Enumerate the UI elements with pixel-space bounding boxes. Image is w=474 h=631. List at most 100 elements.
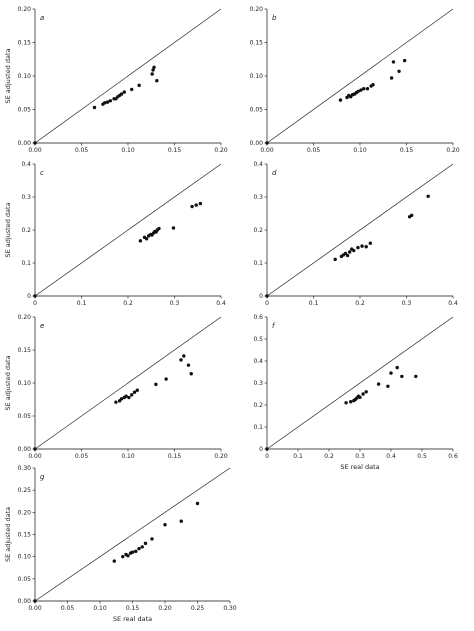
identity-line [266,163,454,297]
x-axis-title: SE real data [113,615,152,623]
x-tick-label: 0.00 [260,147,274,154]
data-point [365,87,370,91]
y-tick-label: 0.05 [18,413,32,420]
panel-b: 0.00 0.05 0.10 0.15 0.20 0.00 0.05 0.10 0.15 0.20… [250,6,460,154]
data-point [151,68,155,72]
x-tick-label: 0.1 [77,300,87,307]
x-tick-label: 0.05 [75,147,89,154]
identity-line [266,316,454,450]
x-tick-label: 0.2 [123,300,133,307]
y-tick-label: 0.30 [18,465,32,472]
x-tick-label: 0.20 [446,147,460,154]
y-tick-label: 0.15 [18,532,32,539]
y-tick-label: 0.1 [253,424,263,431]
data-point [150,537,154,541]
data-point [186,363,191,367]
y-tick-label: 0.3 [21,194,31,201]
data-point [361,392,365,396]
y-tick-label: 0.25 [18,487,32,494]
x-tick-label: 0.5 [417,453,427,460]
y-tick-label: 0.4 [253,358,263,365]
data-point [126,554,130,558]
data-point [376,382,381,386]
data-point [195,501,200,506]
data-point [386,384,390,388]
data-point [364,390,368,394]
data-point [105,100,110,104]
data-point [265,294,269,298]
x-tick-label: 0.05 [61,605,75,612]
x-tick-label: 0.00 [28,453,42,460]
data-point [360,244,364,248]
panel-d: 0 0.1 0.2 0.3 0.4 0 0.1 0.2 0.3 0.4 d [253,161,457,307]
x-tick-label: 0.00 [28,605,42,612]
y-tick-label: 0.00 [18,446,32,453]
data-point [368,241,373,245]
x-tick-label: 0.20 [158,605,172,612]
y-tick-label: 0.2 [21,227,31,234]
data-point [154,382,158,387]
data-point [132,390,137,394]
x-tick-label: 0.6 [448,453,458,460]
data-point [157,226,161,231]
x-tick-label: 0.1 [309,300,319,307]
y-tick-label: 0.20 [18,509,32,516]
data-point [344,401,348,405]
panel-letter: a [40,14,44,22]
data-point [345,253,350,258]
identity-line [266,8,454,144]
data-point [391,60,396,64]
data-point [119,397,124,401]
panel-letter: c [40,169,44,177]
data-point [343,251,348,256]
y-axis-title: SE adjusted data [4,355,12,410]
y-tick-label: 0.1 [253,260,263,267]
y-axis-title: SE adjusted data [4,202,12,257]
x-tick-label: 0.20 [214,453,228,460]
y-tick-label: 0.00 [250,140,264,147]
y-tick-label: 0.4 [21,161,31,168]
y-tick-label: 0.15 [18,347,32,354]
x-tick-label: 0.15 [400,147,414,154]
data-point [143,541,148,546]
data-point [190,204,194,209]
data-point [155,78,159,83]
data-point [121,554,125,559]
x-tick-label: 0.05 [75,453,89,460]
data-point [112,559,117,563]
y-tick-label: 0.5 [253,336,263,343]
x-tick-label: 0.10 [121,147,135,154]
y-tick-label: 0.10 [18,73,32,80]
x-tick-label: 0.3 [355,453,365,460]
data-point [182,354,186,358]
y-tick-label: 0.20 [18,314,32,321]
data-point [134,549,138,554]
panel-letter: f [272,322,276,330]
panel-g: 0.00 0.05 0.10 0.15 0.20 0.25 0.30 0.00 0.05 0.10… [4,465,237,623]
data-point [122,90,126,94]
x-tick-label: 0.2 [355,300,365,307]
data-point [349,400,353,404]
x-tick-label: 0.15 [168,453,182,460]
y-tick-label: 0.10 [250,73,264,80]
identity-line [34,8,222,144]
data-point [333,257,337,262]
y-tick-label: 0.00 [18,140,32,147]
data-point [179,358,183,362]
data-point [395,365,399,370]
identity-line [34,467,231,602]
y-tick-label: 0.10 [18,380,32,387]
x-tick-label: 0 [33,300,37,307]
panel-letter: d [272,169,277,177]
y-tick-label: 0.4 [253,161,263,168]
data-point [33,447,37,451]
x-tick-label: 0.3 [402,300,412,307]
data-point [33,294,37,298]
x-tick-label: 0.15 [126,605,140,612]
x-tick-label: 0.3 [170,300,180,307]
data-point [189,372,193,376]
y-tick-label: 0.2 [253,227,263,234]
panel-c: 0 0.1 0.2 0.3 0.4 0 0.1 0.2 0.3 0.4 c SE adjusted d… [4,161,226,307]
panel-f: 0 0.1 0.2 0.3 0.4 0.5 0.6 0 0.1 0.2 0.3 0.4 0.5 0.6 f S… [253,314,457,471]
y-tick-label: 0.1 [21,260,31,267]
